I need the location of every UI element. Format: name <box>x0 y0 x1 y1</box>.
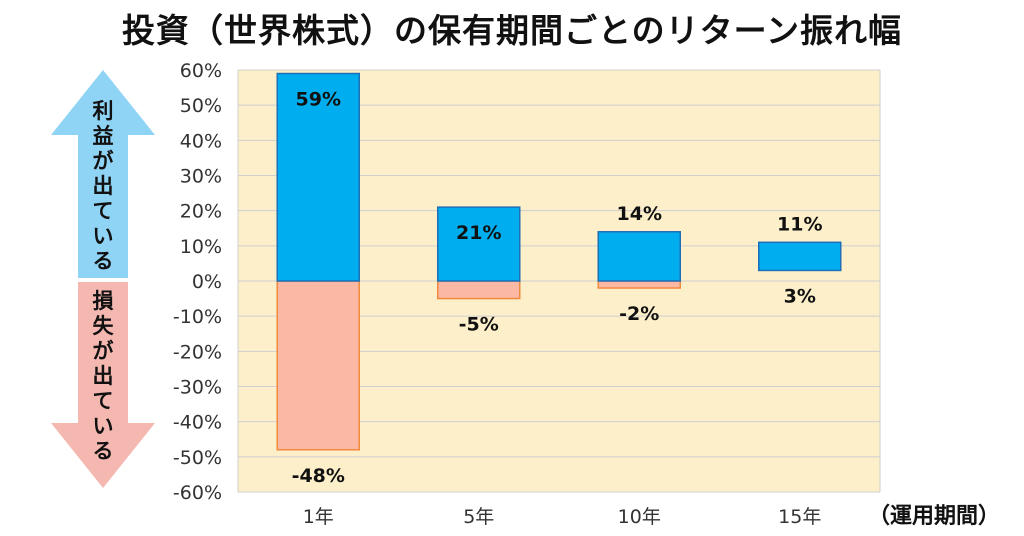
bars <box>276 72 842 451</box>
y-tick-label: 30% <box>180 166 222 188</box>
y-tick-label: -50% <box>173 447 222 469</box>
y-tick-label: 0% <box>192 271 222 293</box>
y-tick-label: -40% <box>173 412 222 434</box>
y-tick-label: -30% <box>173 377 222 399</box>
bar-loss <box>437 280 521 300</box>
bar-gain <box>437 206 521 282</box>
bar-loss <box>597 280 681 289</box>
data-label-max: 59% <box>296 89 341 111</box>
arrow-down-label: 損失が出ている <box>93 289 115 463</box>
arrow-up-label: 利益が出ている <box>93 99 114 273</box>
y-tick-label: 40% <box>180 130 222 152</box>
bar-gain <box>276 72 360 282</box>
x-tick-label: 15年 <box>778 506 821 528</box>
y-axis: 60% 50% 40% 30% 20% 10% 0% -10% -20% -30% -40% -50%… <box>173 60 222 504</box>
x-tick-label: 5年 <box>463 506 494 528</box>
y-tick-label: -20% <box>173 341 222 363</box>
bar-loss <box>276 280 360 451</box>
y-tick-label: 10% <box>180 236 222 258</box>
arrow-down-shape <box>51 282 155 488</box>
direction-arrows: 利益が出ている 損失が出ている <box>51 70 155 488</box>
bar-gain <box>758 241 842 272</box>
x-unit-label: （運用期間） <box>868 504 1000 529</box>
data-label-max: 14% <box>617 203 662 225</box>
data-labels: 59% -48% 21% -5% 14% -2% 11% 3% <box>292 89 823 487</box>
y-tick-label: 50% <box>180 95 222 117</box>
arrow-up-shape <box>51 70 155 278</box>
data-label-min: -5% <box>459 314 499 336</box>
y-tick-label: 20% <box>180 201 222 223</box>
data-label-min: -48% <box>292 465 345 487</box>
data-label-max: 21% <box>456 222 501 244</box>
bar-gain <box>597 231 681 282</box>
x-tick-label: 10年 <box>618 506 661 528</box>
y-tick-label: -60% <box>173 482 222 504</box>
data-label-min: 3% <box>784 285 816 307</box>
chart-title: 投資（世界株式）の保有期間ごとのリターン振れ幅 <box>121 11 903 50</box>
data-label-max: 11% <box>777 213 822 235</box>
x-tick-label: 1年 <box>303 506 334 528</box>
data-label-min: -2% <box>619 303 659 325</box>
y-tick-label: -10% <box>173 306 222 328</box>
y-tick-label: 60% <box>180 60 222 82</box>
x-axis: 1年 5年 10年 15年 <box>303 506 822 528</box>
